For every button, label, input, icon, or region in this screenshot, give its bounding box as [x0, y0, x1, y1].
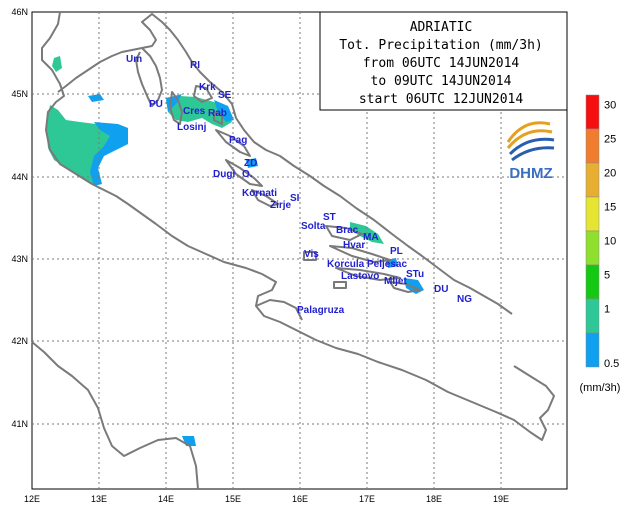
- lat-label: 44N: [11, 172, 28, 182]
- title-line: ADRIATIC: [410, 20, 473, 35]
- place-label: Solta: [301, 221, 326, 232]
- lon-label: 15E: [225, 494, 241, 504]
- island-vis: [303, 251, 317, 261]
- legend-swatch: [585, 94, 600, 130]
- legend-label: 0.5: [604, 358, 619, 370]
- place-label: PL: [390, 246, 403, 257]
- precip-trace-rab: [214, 100, 234, 122]
- lon-label: 12E: [24, 494, 40, 504]
- place-label: ZD: [244, 158, 257, 169]
- place-label: Rab: [208, 108, 227, 119]
- island-krk: [193, 85, 213, 103]
- legend-swatch: [585, 230, 600, 266]
- place-label: STu: [406, 269, 424, 280]
- dhmz-swirl-icon: [506, 121, 555, 162]
- place-label: Losinj: [177, 122, 207, 133]
- dhmz-logo-text: DHMZ: [509, 165, 552, 182]
- legend-label: 25: [604, 134, 616, 146]
- title-line: Tot. Precipitation (mm/3h): [339, 38, 543, 53]
- place-label: PU: [149, 99, 163, 110]
- island-mljet: [389, 281, 421, 293]
- coast-istria: [135, 47, 163, 107]
- place-label: Dugi: [213, 169, 235, 180]
- island-hvar: [329, 245, 391, 263]
- legend-swatch: [585, 264, 600, 300]
- coast-croatia-north: [57, 13, 513, 315]
- place-label: DU: [434, 284, 448, 295]
- place-label: O.: [242, 169, 253, 180]
- precip-trace-small-3: [246, 158, 258, 168]
- place-label: ST: [323, 212, 336, 223]
- dhmz-logo: DHMZ: [506, 121, 555, 182]
- coastlines: [31, 11, 555, 490]
- island-lastovo: [333, 281, 347, 289]
- island-brac: [325, 225, 363, 241]
- title-line: from 06UTC 14JUN2014: [363, 56, 520, 71]
- legend-label: 1: [604, 304, 610, 316]
- place-label: Cres: [183, 106, 206, 117]
- lon-axis-labels: 12E 13E 14E 15E 16E 17E 18E 19E: [24, 494, 509, 504]
- precip-trace-small-1: [88, 94, 104, 102]
- place-label: RI: [190, 60, 200, 71]
- island-cres: [169, 91, 183, 125]
- place-label: Pag: [229, 135, 247, 146]
- place-label: Mljet: [384, 276, 407, 287]
- place-label: Zirje: [270, 200, 292, 211]
- legend-unit: (mm/3h): [580, 382, 621, 394]
- lat-label: 46N: [11, 7, 28, 17]
- place-label: Brac: [336, 225, 359, 236]
- lat-label: 43N: [11, 254, 28, 264]
- legend-label: 20: [604, 168, 616, 180]
- place-label: Palagruza: [297, 305, 345, 316]
- precip-trace-istria: [90, 122, 128, 186]
- lon-label: 13E: [91, 494, 107, 504]
- legend-swatch: [585, 196, 600, 232]
- island-rab: [213, 111, 223, 125]
- place-label: SE: [218, 90, 232, 101]
- place-label: Krk: [199, 82, 216, 93]
- place-labels: Um RI Krk SE PU Cres Rab Losinj Pag ZD D…: [126, 54, 472, 316]
- legend-label: 30: [604, 100, 616, 112]
- legend-swatch: [585, 332, 600, 368]
- place-label: Hvar: [343, 240, 365, 251]
- island-dugi: [225, 159, 263, 187]
- lat-axis-labels: 46N 45N 44N 43N 42N 41N: [11, 7, 28, 429]
- title-line: to 09UTC 14JUN2014: [371, 74, 512, 89]
- lon-label: 19E: [493, 494, 509, 504]
- place-label: Vis: [304, 249, 319, 260]
- lat-label: 45N: [11, 89, 28, 99]
- title-line: start 06UTC 12JUN2014: [359, 92, 524, 107]
- legend-label: 5: [604, 270, 610, 282]
- place-label: SI: [290, 193, 300, 204]
- place-label: Korcula Peljesac: [327, 259, 407, 270]
- lon-label: 16E: [292, 494, 308, 504]
- island-korcula: [335, 267, 401, 281]
- legend-swatch: [585, 128, 600, 164]
- coast-italy-south: [31, 341, 199, 490]
- legend-label: 10: [604, 236, 616, 248]
- title-box: ADRIATIC Tot. Precipitation (mm/3h) from…: [319, 11, 568, 111]
- legend-label: 15: [604, 202, 616, 214]
- place-label: MA: [363, 232, 379, 243]
- lat-label: 42N: [11, 336, 28, 346]
- lon-label: 18E: [426, 494, 442, 504]
- place-label: NG: [457, 294, 472, 305]
- lon-label: 14E: [158, 494, 174, 504]
- islands: [169, 85, 421, 293]
- place-label: Kornati: [242, 188, 277, 199]
- coast-italy-north: [41, 11, 555, 441]
- island-pag: [215, 129, 251, 157]
- legend-swatch: [585, 162, 600, 198]
- precip-area-north: [52, 56, 62, 72]
- coast-gargano: [255, 299, 303, 321]
- lon-label: 17E: [359, 494, 375, 504]
- legend-swatch: [585, 298, 600, 334]
- lat-label: 41N: [11, 419, 28, 429]
- island-kornati: [251, 189, 279, 207]
- precip-legend: 30 25 20 15 10 5 1 0.5 (mm/3h): [580, 94, 621, 394]
- place-label: Lastovo: [341, 271, 379, 282]
- place-label: Um: [126, 54, 142, 65]
